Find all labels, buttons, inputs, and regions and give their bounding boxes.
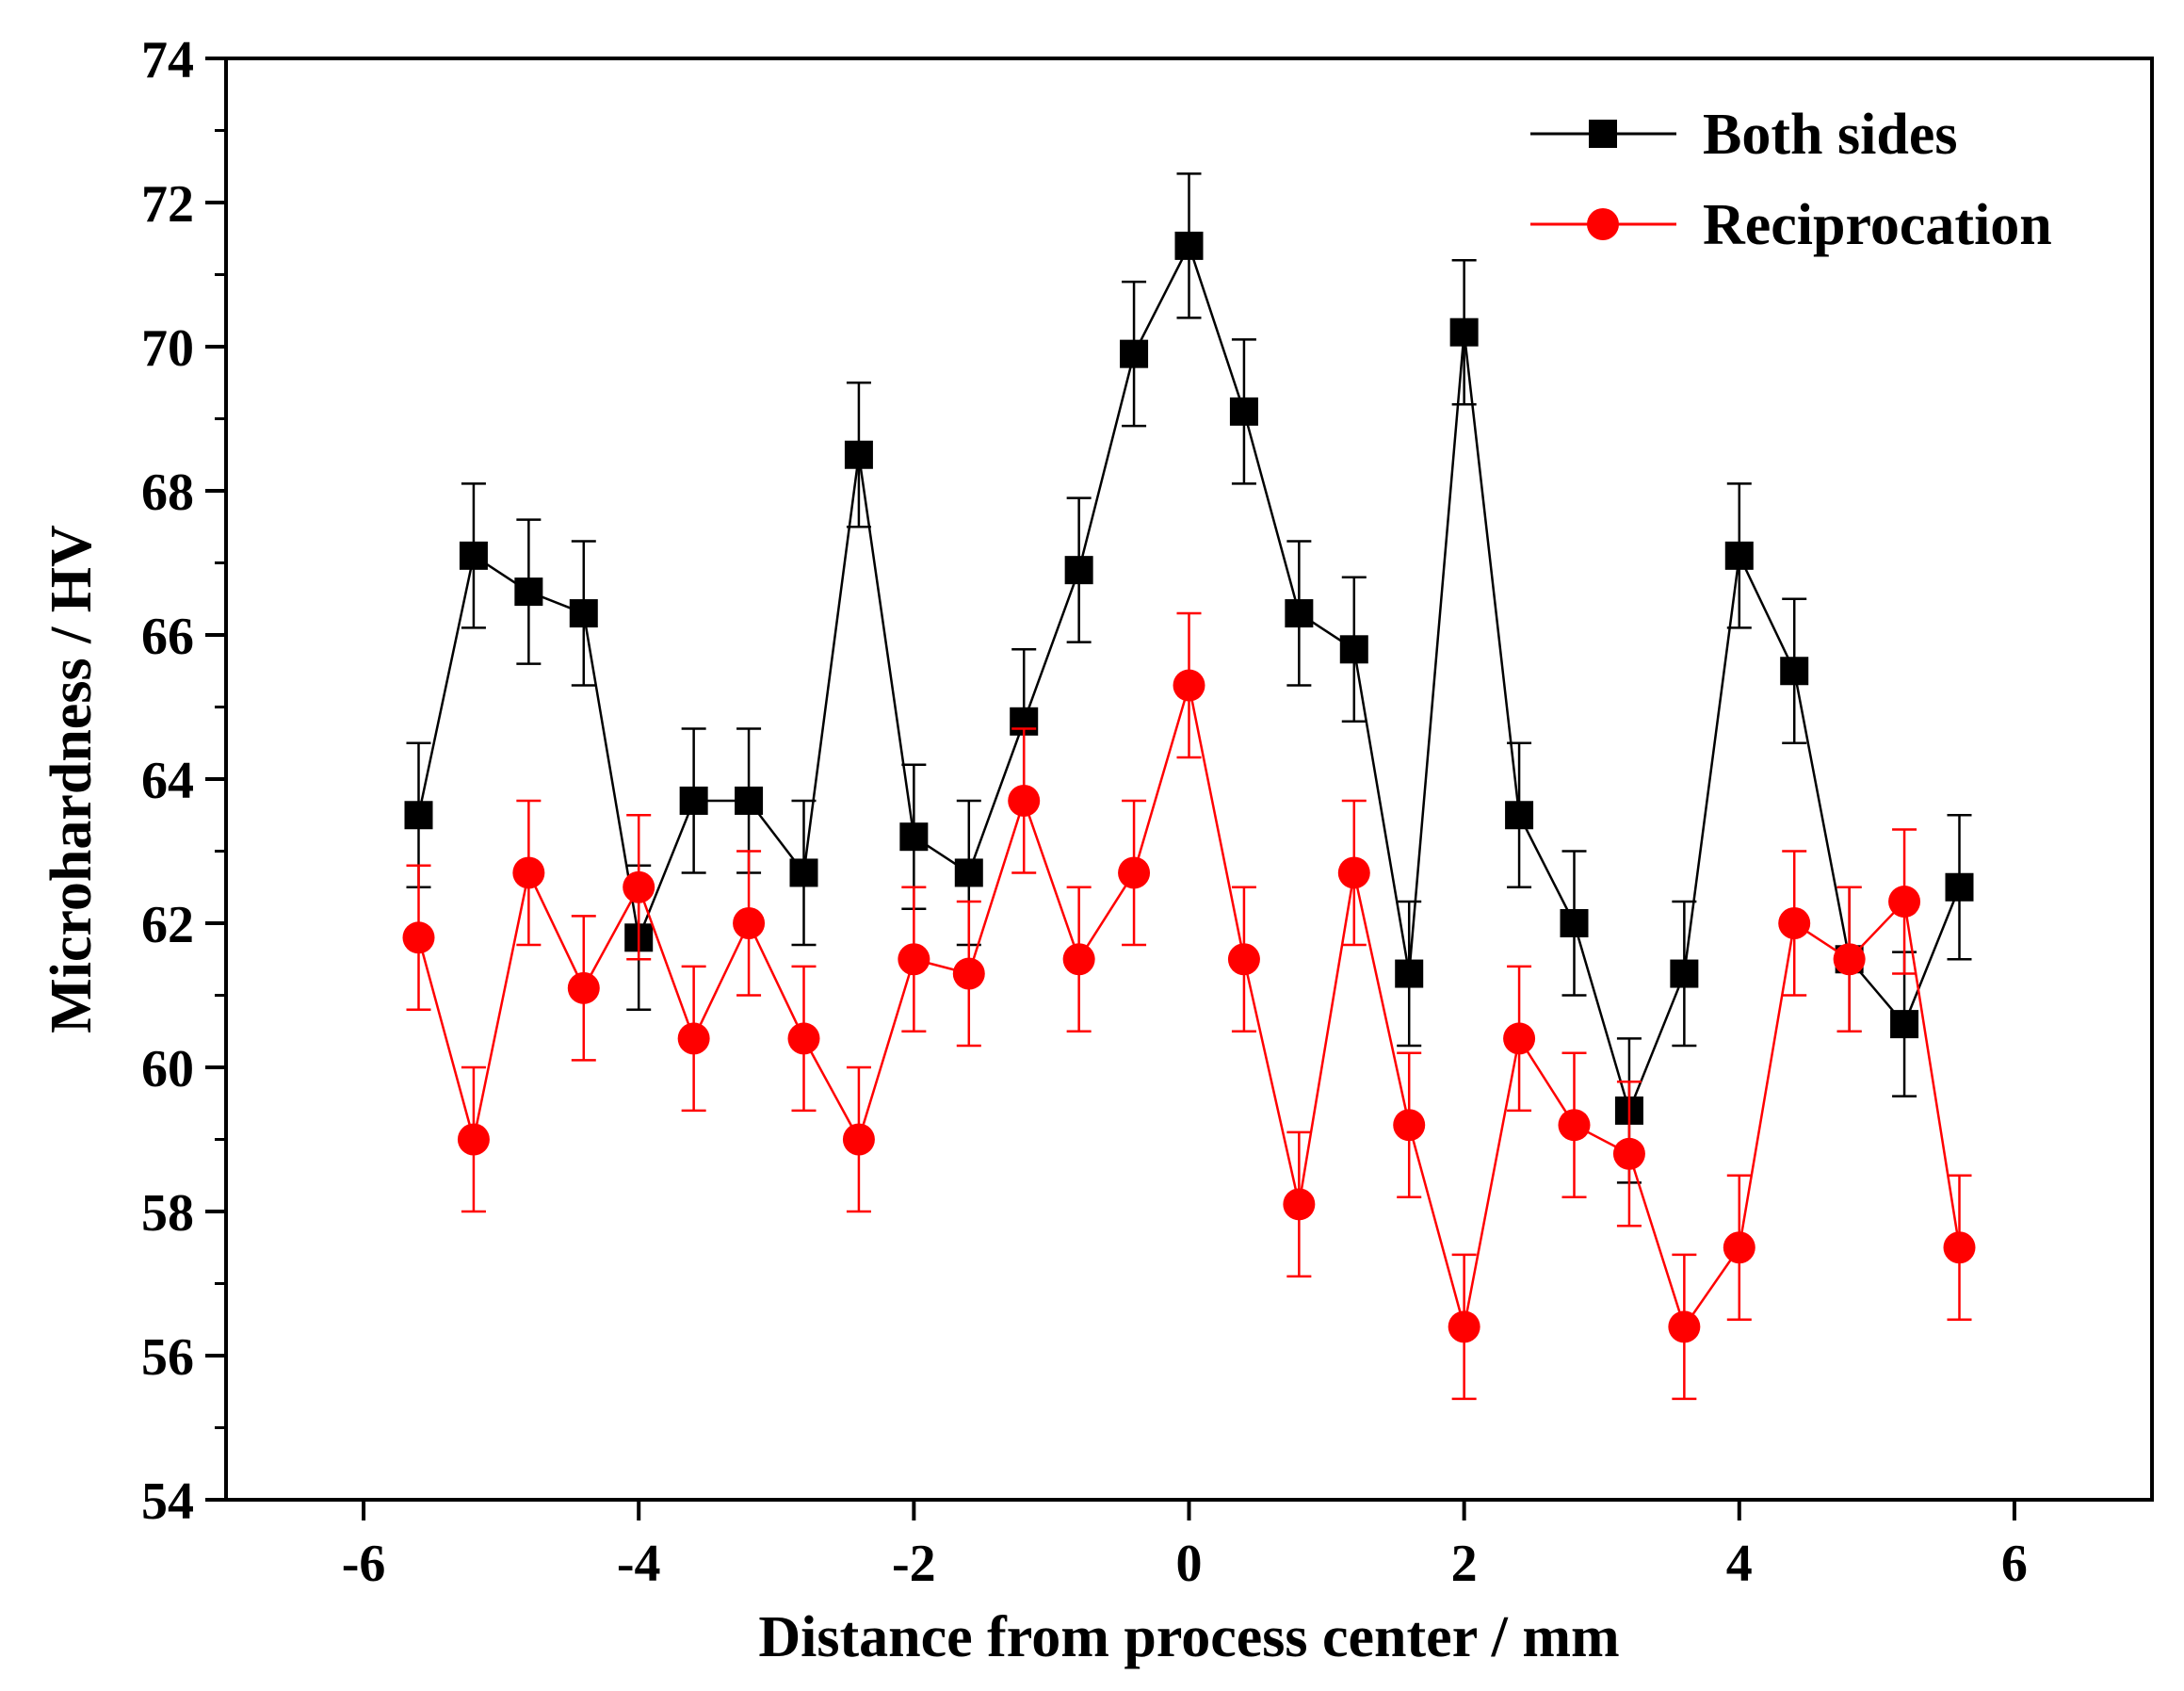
data-point: [898, 943, 930, 976]
y-tick-label: 74: [141, 31, 194, 89]
data-point: [1064, 556, 1093, 585]
data-point: [1395, 959, 1424, 988]
data-point: [1227, 943, 1260, 976]
data-point: [733, 907, 766, 939]
data-point: [679, 786, 708, 815]
legend-label-both-sides: Both sides: [1703, 103, 1957, 167]
data-point: [677, 1022, 710, 1055]
data-point: [1339, 635, 1368, 664]
series-both-sides: [404, 172, 1974, 1184]
data-point: [952, 957, 985, 990]
data-point: [1174, 231, 1204, 260]
y-tick-label: 70: [141, 319, 194, 378]
data-point: [1505, 801, 1534, 830]
data-point: [1612, 1137, 1645, 1170]
legend-item-reciprocation: Reciprocation: [1530, 193, 2052, 257]
data-point: [1723, 1231, 1755, 1264]
data-point: [1668, 1310, 1701, 1343]
data-point: [1118, 856, 1151, 889]
y-tick-label: 56: [141, 1328, 194, 1387]
data-point: [842, 1123, 875, 1156]
series-reciprocation: [402, 611, 1976, 1401]
data-point: [1943, 1231, 1976, 1264]
data-point: [514, 577, 543, 607]
data-point: [457, 1123, 490, 1156]
data-point: [1283, 1188, 1316, 1221]
x-tick-label: -6: [342, 1535, 386, 1593]
data-point: [1560, 909, 1589, 937]
legend-item-both-sides: Both sides: [1530, 103, 1957, 167]
data-point: [899, 822, 929, 852]
y-axis-title: Microhardness / HV: [40, 525, 104, 1033]
data-point: [1062, 943, 1095, 976]
y-tick-label: 62: [141, 896, 194, 954]
data-point: [404, 801, 433, 830]
data-point: [1173, 669, 1205, 702]
series-line: [417, 685, 1961, 1330]
y-tick-label: 68: [141, 463, 194, 522]
x-tick-label: -2: [892, 1535, 936, 1593]
data-point: [1229, 397, 1258, 426]
data-point: [1558, 1109, 1591, 1142]
x-axis-title: Distance from process center / mm: [758, 1605, 1619, 1669]
data-point: [1780, 657, 1809, 686]
x-tick-label: -4: [617, 1535, 661, 1593]
x-tick-label: 0: [1176, 1535, 1203, 1593]
y-tick-label: 66: [141, 608, 194, 666]
y-tick-label: 54: [141, 1472, 194, 1531]
x-tick-label: 4: [1726, 1535, 1753, 1593]
y-tick-label: 72: [141, 175, 194, 234]
data-point: [1393, 1109, 1426, 1142]
data-point: [402, 921, 435, 954]
data-point: [459, 541, 488, 570]
legend: Both sides Reciprocation: [1530, 103, 2052, 257]
legend-marker-square-icon: [1589, 120, 1617, 148]
x-tick-label: 2: [1451, 1535, 1478, 1593]
data-point: [1337, 856, 1370, 889]
legend-marker-circle-icon: [1587, 208, 1619, 240]
data-point: [1120, 339, 1149, 368]
data-point: [623, 870, 655, 903]
data-point: [1890, 1010, 1919, 1039]
data-point: [1670, 959, 1699, 988]
y-tick-label: 64: [141, 752, 194, 810]
ticks-layer: -6 -4 -2 0 2 4 6 54 56 58 60 62 64 66 68 70 72 74: [141, 31, 2028, 1593]
data-point: [787, 1022, 820, 1055]
data-point: [1008, 784, 1041, 817]
data-point: [1778, 907, 1811, 939]
data-point: [1448, 1310, 1480, 1343]
plot-area: -6 -4 -2 0 2 4 6 54 56 58 60 62 64 66 68 70 72 74: [141, 31, 2154, 1593]
data-point: [567, 971, 600, 1004]
data-point: [569, 599, 598, 628]
data-point: [1724, 541, 1754, 570]
data-point: [1945, 872, 1974, 902]
x-tick-label: 6: [2001, 1535, 2028, 1593]
series-layer: [402, 172, 1976, 1401]
data-point: [1449, 317, 1479, 347]
data-point: [1503, 1022, 1536, 1055]
data-point: [954, 858, 983, 887]
data-point: [735, 786, 764, 815]
legend-label-reciprocation: Reciprocation: [1703, 193, 2052, 257]
y-tick-label: 60: [141, 1040, 194, 1098]
data-point: [1285, 599, 1314, 628]
data-point: [789, 858, 818, 887]
y-tick-label: 58: [141, 1184, 194, 1243]
data-point: [1833, 943, 1866, 976]
data-point: [512, 856, 545, 889]
data-point: [844, 440, 873, 469]
data-point: [1888, 886, 1921, 919]
